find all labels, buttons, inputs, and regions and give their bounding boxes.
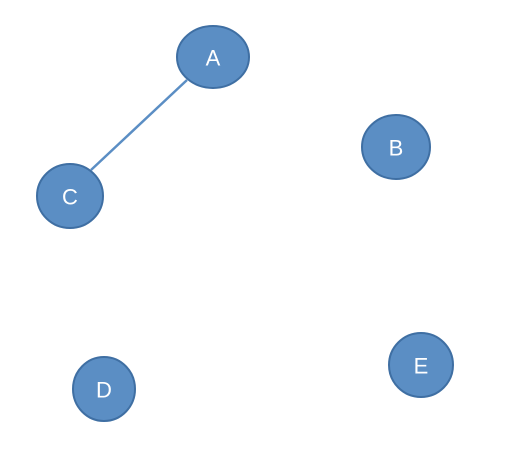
node-a-label: A [206,46,221,71]
node-c: C [36,163,104,229]
node-e-label: E [414,354,429,379]
node-d: D [72,356,136,422]
node-c-label: C [62,185,78,210]
node-e: E [388,332,454,398]
node-b-label: B [389,136,404,161]
edge-a-c [90,79,188,171]
node-d-label: D [96,378,112,403]
node-a: A [176,25,250,89]
node-b: B [361,114,431,180]
